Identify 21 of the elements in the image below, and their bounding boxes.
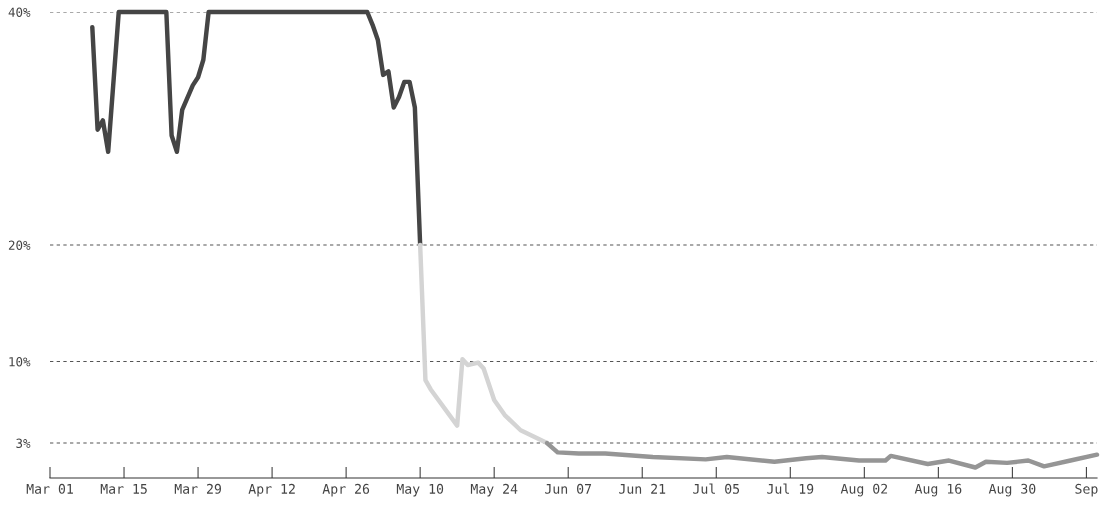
x-tick-label: May 10 (396, 483, 444, 497)
y-tick-label: 3% (16, 438, 31, 449)
x-tick-label: Apr 12 (248, 483, 295, 497)
x-tick-label: May 24 (470, 483, 518, 497)
y-tick-label: 10% (9, 357, 31, 367)
x-tick-label: Aug 16 (914, 483, 962, 497)
x-tick-label: Jul 05 (693, 483, 740, 494)
x-tick-label: Apr 26 (322, 483, 370, 497)
x-tick-label: Mar 01 (26, 483, 73, 494)
y-tick-label: 20% (8, 240, 31, 250)
x-tick-label: Jun 21 (619, 483, 666, 494)
line-series (417, 242, 550, 446)
x-tick-label: Jun 07 (545, 483, 592, 494)
x-tick-label: Mar 29 (174, 483, 221, 494)
y-tick-label: 40% (8, 7, 31, 17)
x-tick-label: Jul 19 (767, 483, 814, 494)
x-tick-label: Aug 30 (988, 483, 1036, 497)
x-tick-label: Mar 15 (100, 484, 147, 494)
x-tick-label: Aug 02 (840, 483, 888, 497)
line-series (544, 440, 1100, 470)
x-tick-label: Sep (1075, 483, 1098, 497)
